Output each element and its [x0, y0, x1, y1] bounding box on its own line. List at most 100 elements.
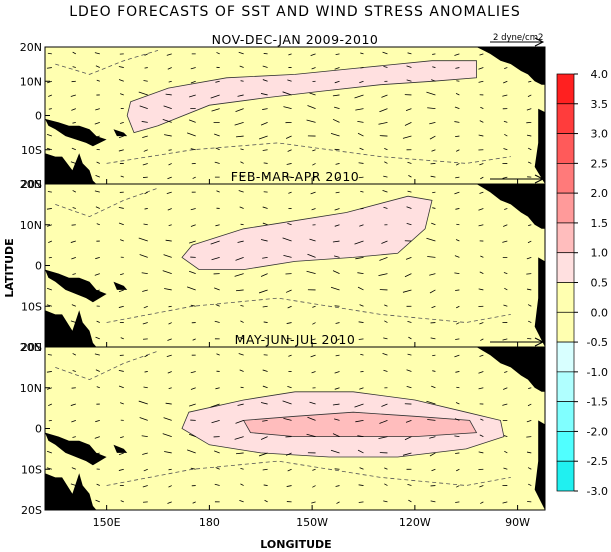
wind-vector	[503, 435, 508, 438]
wind-vector	[143, 386, 148, 389]
wind-vector	[215, 80, 220, 83]
wind-vector	[479, 434, 484, 438]
wind-vector	[430, 337, 436, 340]
wind-vector	[72, 51, 77, 55]
wind-vector	[383, 500, 388, 503]
wind-vector	[234, 273, 244, 277]
wind-vector	[240, 223, 244, 226]
wind-vector	[94, 353, 100, 356]
wind-vector	[355, 256, 364, 260]
wind-vector	[480, 106, 484, 110]
wind-vector	[143, 149, 148, 152]
y-tick-label: 0	[35, 260, 42, 273]
wind-vector	[431, 305, 436, 309]
wind-vector	[432, 66, 436, 68]
wind-vector	[335, 163, 340, 165]
wind-vector	[358, 338, 364, 340]
wind-vector	[334, 418, 340, 421]
y-tick-label: 10N	[20, 219, 42, 232]
x-tick-label: 150E	[93, 516, 121, 529]
wind-vector	[264, 499, 268, 503]
colorbar-label: 3.0	[591, 128, 609, 141]
wind-vector	[211, 108, 220, 112]
colorbar-label: 3.5	[591, 98, 609, 111]
wind-vector	[94, 436, 100, 439]
wind-vector	[383, 175, 388, 178]
figure-title: LDEO FORECASTS OF SST AND WIND STRESS AN…	[69, 4, 521, 20]
wind-vector	[503, 148, 508, 151]
wind-vector	[335, 322, 340, 324]
wind-vector	[187, 286, 196, 291]
wind-vector	[334, 106, 340, 110]
wind-vector	[378, 436, 388, 439]
wind-vector	[262, 468, 268, 471]
colorbar-label: -0.5	[587, 336, 608, 349]
colorbar-swatch	[556, 282, 575, 313]
wind-vector	[262, 305, 268, 308]
wind-vector	[263, 484, 268, 486]
wind-vector	[72, 190, 77, 193]
central-america-land	[476, 347, 545, 392]
wind-vector	[95, 369, 100, 372]
wind-vector	[306, 119, 316, 123]
y-tick-label: 20S	[21, 341, 42, 354]
colorbar-swatch	[556, 431, 575, 462]
wind-vector	[118, 305, 124, 308]
wind-vector	[429, 452, 436, 457]
y-tick-label: 20N	[20, 178, 42, 191]
wind-vector	[408, 175, 412, 178]
wind-vector	[48, 108, 52, 110]
wind-vector	[287, 149, 292, 152]
wind-vector	[210, 403, 220, 408]
x-tick-label: 90W	[505, 516, 530, 529]
wind-vector	[239, 369, 244, 372]
wind-vector	[144, 208, 148, 210]
colorbar-label: 2.0	[591, 187, 609, 200]
wind-vector	[283, 417, 292, 421]
wind-vector	[287, 79, 292, 82]
panel-field	[45, 347, 545, 510]
wind-vector	[429, 289, 436, 294]
warm-anomaly-region	[126, 60, 477, 134]
wind-vector	[234, 436, 244, 440]
reference-vector-label: 2 dyne/cm2	[493, 33, 543, 43]
wind-vector	[70, 403, 76, 406]
negative-anomaly-contour	[55, 50, 159, 75]
wind-vector	[334, 255, 340, 258]
wind-vector	[455, 239, 460, 242]
wind-vector	[334, 224, 340, 227]
wind-vector	[240, 467, 244, 470]
australia-land	[45, 310, 97, 347]
wind-vector	[144, 354, 148, 358]
wind-vector	[96, 483, 100, 486]
wind-vector	[166, 53, 172, 56]
wind-vector	[526, 134, 532, 137]
wind-vector	[190, 304, 196, 307]
wind-vector	[262, 419, 268, 422]
wind-vector	[310, 53, 316, 56]
wind-vector	[287, 223, 292, 226]
wind-vector	[168, 485, 172, 488]
wind-vector	[454, 354, 460, 358]
wind-vector	[166, 191, 172, 195]
wind-vector	[478, 80, 484, 83]
wind-vector	[480, 418, 484, 421]
wind-vector	[427, 256, 436, 258]
wind-vector	[354, 403, 364, 408]
wind-vector	[215, 387, 220, 390]
wind-vector	[260, 436, 268, 440]
wind-vector	[455, 135, 460, 138]
wind-vector	[406, 222, 412, 226]
wind-vector	[118, 289, 124, 293]
wind-vector	[455, 371, 460, 373]
wind-vector	[503, 467, 508, 470]
colorbar-label: 2.5	[591, 157, 609, 170]
wind-vector	[258, 289, 268, 294]
wind-vector	[286, 322, 292, 324]
wind-vector	[384, 161, 388, 164]
wind-vector	[282, 237, 292, 242]
wind-vector	[431, 149, 436, 152]
wind-vector	[187, 449, 196, 454]
wind-vector	[120, 337, 124, 340]
wind-vector	[431, 468, 436, 472]
